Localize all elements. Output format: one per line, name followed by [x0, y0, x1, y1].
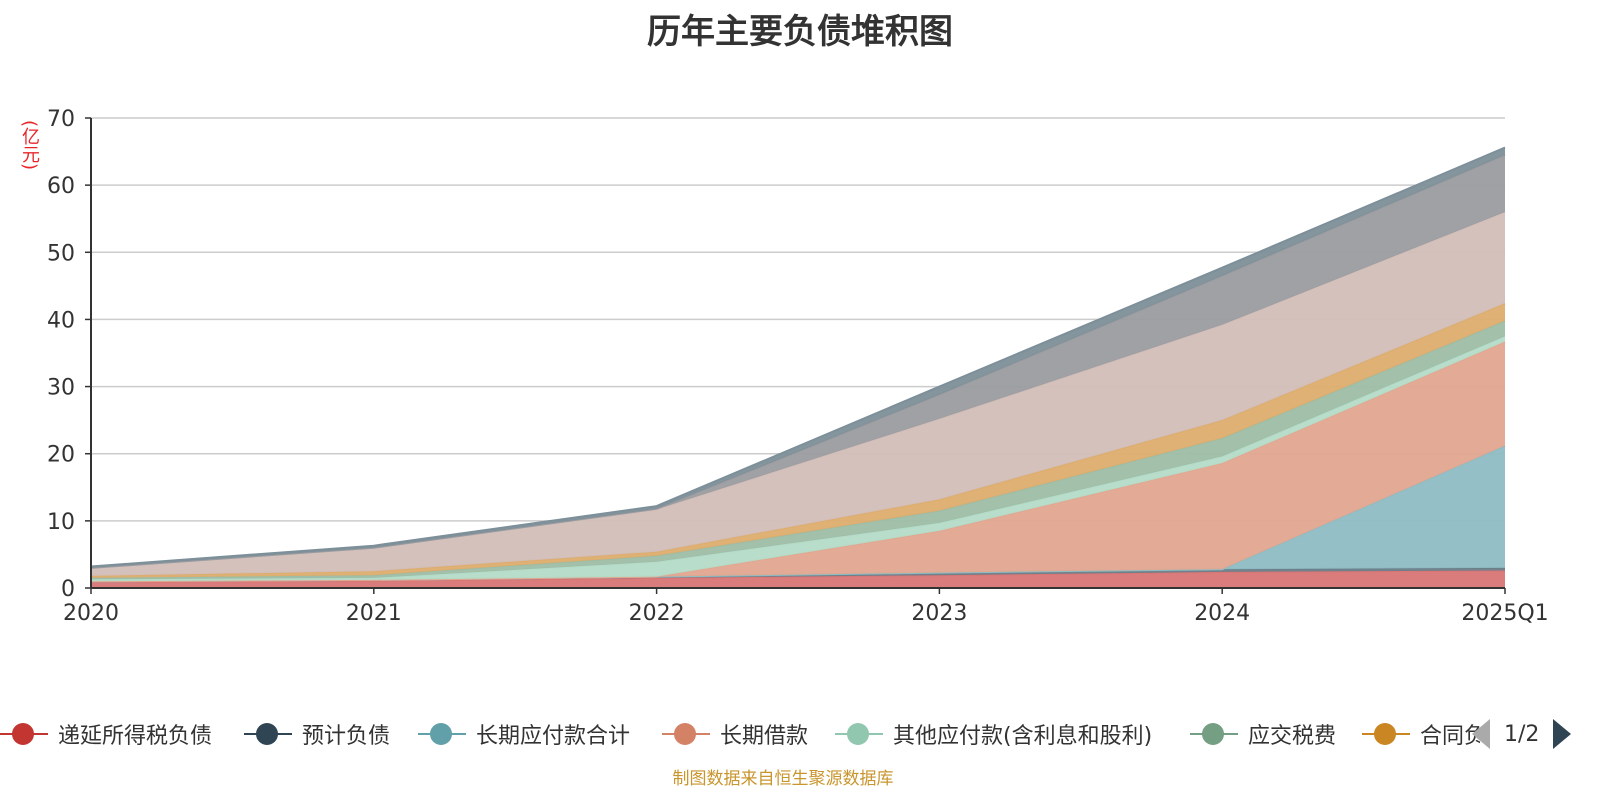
legend-item[interactable]: 递延所得税负债: [0, 714, 212, 754]
y-tick-label: 60: [47, 174, 75, 199]
area-长期应付款合计[interactable]: [91, 445, 1505, 582]
legend-label: 合同负债: [1420, 724, 1480, 749]
legend-marker-icon: [0, 714, 48, 754]
source-note: 制图数据来自恒生聚源数据库: [672, 769, 894, 789]
x-tick-label: 2020: [63, 601, 119, 626]
y-tick-label: 50: [47, 241, 75, 266]
area-其他应付款(含利息和股利)[interactable]: [91, 336, 1505, 582]
y-tick-label: 20: [47, 443, 75, 468]
area-递延所得税负债[interactable]: [91, 570, 1505, 589]
y-tick-label: 40: [47, 308, 75, 333]
legend-page-indicator: 1/2: [1504, 721, 1540, 747]
area-长期借款[interactable]: [91, 341, 1505, 582]
x-tick-label: 2025Q1: [1461, 601, 1548, 626]
legend-marker-icon: [244, 714, 292, 754]
legend-label: 预计负债: [302, 724, 391, 749]
y-tick-label: 10: [47, 510, 75, 535]
legend-prev-page-icon[interactable]: [1472, 719, 1490, 749]
legend-item[interactable]: 合同负债: [1362, 714, 1480, 754]
legend-marker-icon: [418, 714, 466, 754]
legend-pager: 1/2: [1470, 714, 1572, 754]
legend-item[interactable]: 其他应付款(含利息和股利): [835, 714, 1152, 754]
legend-label: 应交税费: [1248, 724, 1337, 749]
y-tick-label: 0: [61, 577, 75, 602]
x-tick-label: 2021: [346, 601, 402, 626]
legend-label: 长期借款: [720, 724, 809, 749]
x-tick-label: 2024: [1194, 601, 1250, 626]
chart-title: 历年主要负债堆积图: [647, 12, 953, 52]
legend-item[interactable]: 长期应付款合计: [418, 714, 630, 754]
y-tick-label: 70: [47, 107, 75, 132]
legend-item[interactable]: 长期借款: [662, 714, 808, 754]
legend-label: 长期应付款合计: [476, 724, 631, 749]
legend-label: 递延所得税负债: [58, 724, 213, 749]
legend-item[interactable]: 应交税费: [1190, 714, 1336, 754]
x-tick-label: 2022: [629, 601, 685, 626]
legend-item[interactable]: 预计负债: [244, 714, 390, 754]
legend-next-page-icon[interactable]: [1553, 719, 1572, 749]
stacked-area-chart: 0 10 20 30 40 50 60 70 2020 2021 2022 2023 2024 2025Q…: [47, 107, 1549, 626]
legend-marker-icon: [1190, 714, 1238, 754]
area-series-layer: [90, 146, 1506, 589]
legend-marker-icon: [1362, 714, 1410, 754]
area-应交税费[interactable]: [91, 320, 1505, 580]
area-应付账款[interactable]: [91, 212, 1505, 576]
legend-marker-icon: [662, 714, 710, 754]
axes: 0 10 20 30 40 50 60 70 2020 2021 2022 2023 2024 2025Q…: [47, 107, 1549, 626]
x-tick-label: 2023: [911, 601, 967, 626]
legend-marker-icon: [835, 714, 883, 754]
legend-label: 其他应付款(含利息和股利): [893, 724, 1153, 749]
y-tick-label: 30: [47, 376, 75, 401]
chart-legend: 递延所得税负债 预计负债 长期应付款合计 长期借款 其他应付款(含利息和股利) 应交税费 合…: [0, 714, 1480, 754]
y-axis-unit-label: (亿元): [19, 120, 40, 171]
area-edge-短期借款: [90, 146, 1506, 568]
